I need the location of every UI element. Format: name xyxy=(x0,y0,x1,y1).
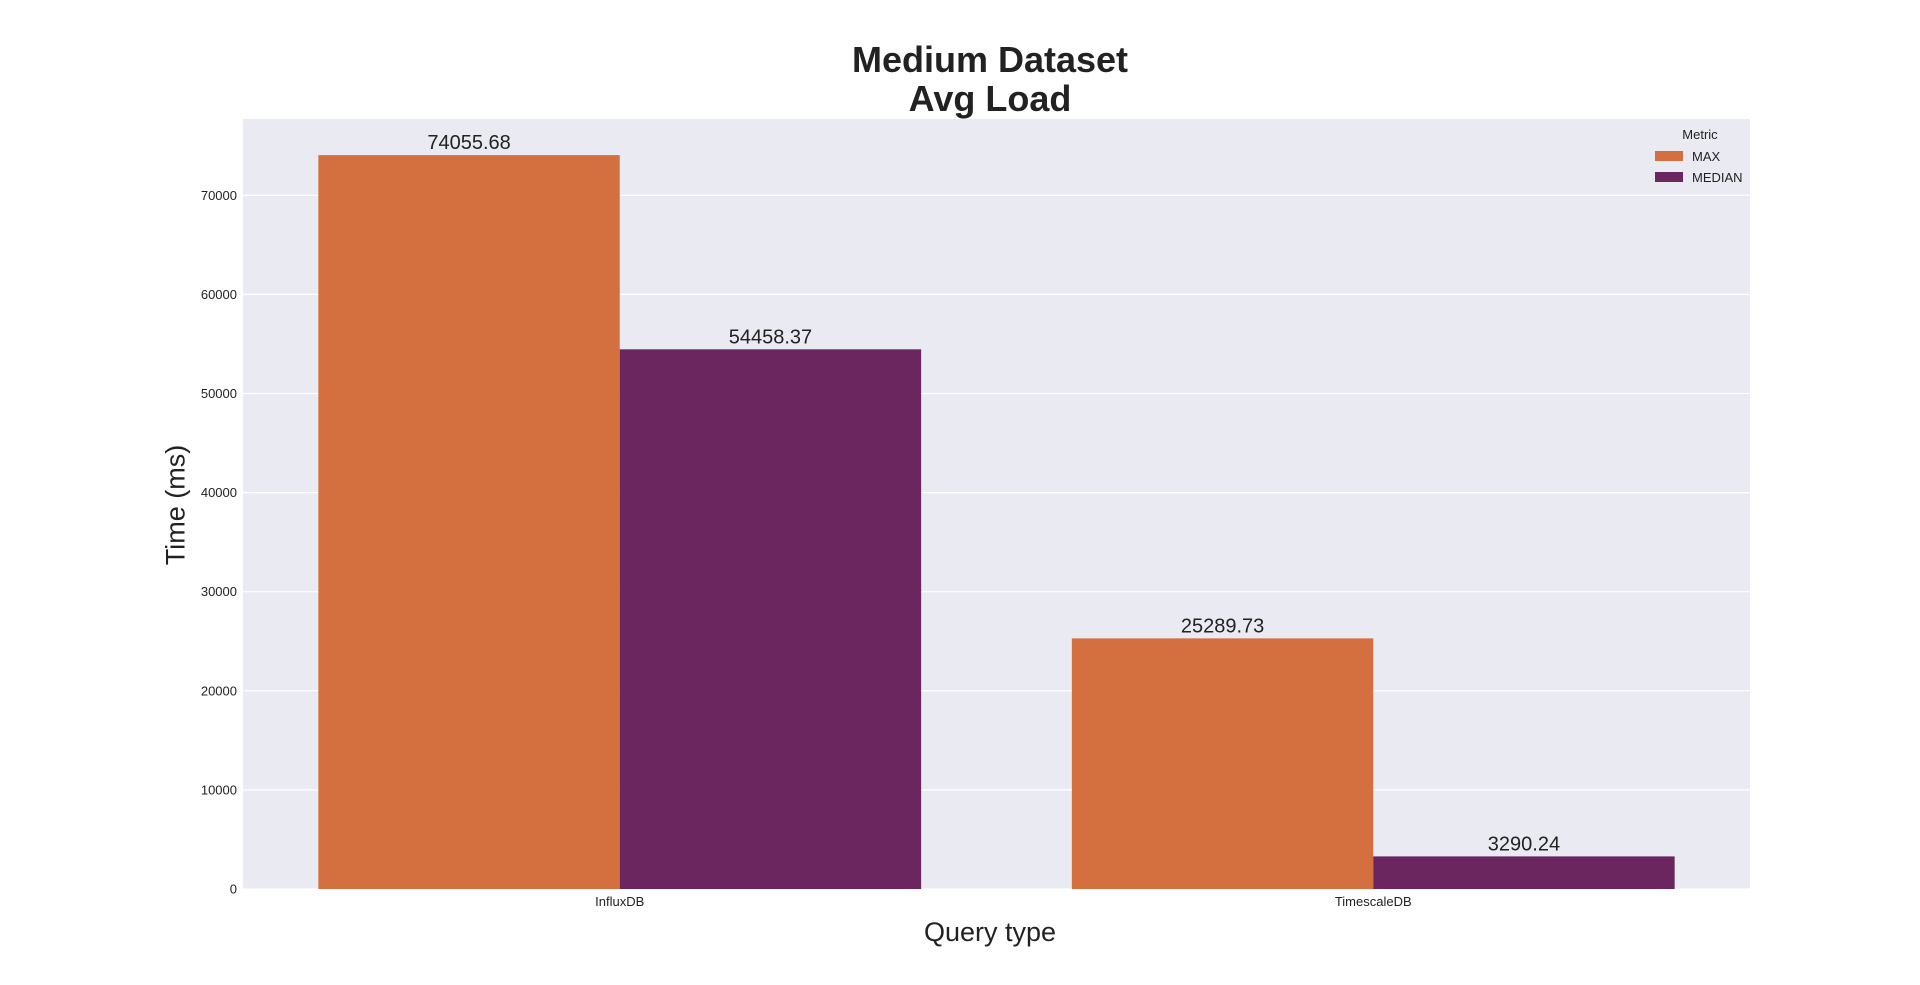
bar-max-timescaledb xyxy=(1071,638,1374,889)
legend-swatch-max xyxy=(1655,151,1683,161)
y-tick-label: 30000 xyxy=(201,584,237,599)
y-tick-label: 40000 xyxy=(201,485,237,500)
bar-data-label: 54458.37 xyxy=(729,326,812,348)
legend-title: Metric xyxy=(1682,127,1718,142)
legend-label-max: MAX xyxy=(1692,149,1721,164)
y-tick-label: 0 xyxy=(230,882,237,897)
x-tick-label: TimescaleDB xyxy=(1335,894,1412,909)
x-tick-label: InfluxDB xyxy=(595,894,644,909)
bar-median-influxdb xyxy=(619,349,922,889)
chart-title-line-2: Avg Load xyxy=(908,78,1072,119)
legend-label-median: MEDIAN xyxy=(1692,170,1743,185)
bar-max-influxdb xyxy=(318,155,620,890)
y-tick-label: 70000 xyxy=(201,188,237,203)
y-tick-label: 60000 xyxy=(201,287,237,302)
bar-data-label: 25289.73 xyxy=(1181,615,1264,637)
bar-data-label: 3290.24 xyxy=(1488,833,1560,855)
bar-median-timescaledb xyxy=(1373,856,1675,889)
chart-title-line-1: Medium Dataset xyxy=(851,39,1129,80)
y-tick-label: 20000 xyxy=(201,683,237,698)
y-tick-label: 50000 xyxy=(201,386,237,401)
y-tick-label: 10000 xyxy=(201,782,237,797)
y-axis-label: Time (ms) xyxy=(160,444,191,566)
x-axis-label: Query type xyxy=(923,917,1057,947)
legend-swatch-median xyxy=(1655,172,1683,182)
bar-data-label: 74055.68 xyxy=(427,132,510,154)
